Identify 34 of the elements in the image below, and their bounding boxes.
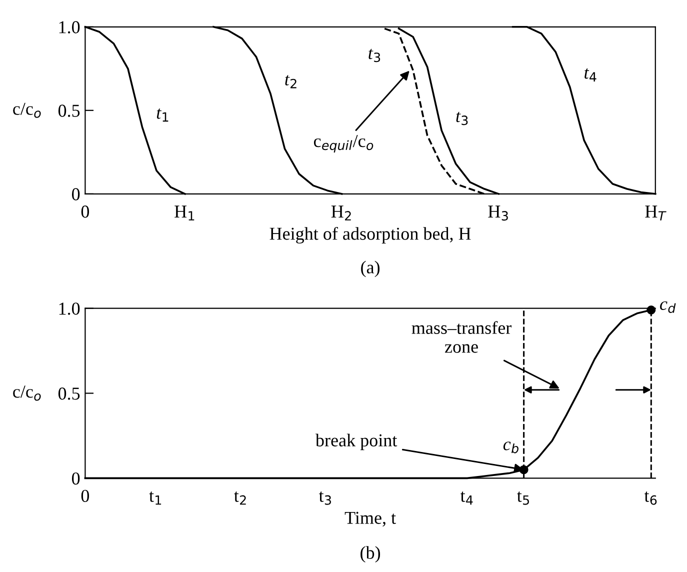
x-axis-title: Height of adsorption bed, H bbox=[270, 226, 471, 244]
series-label: t$_{3}$ bbox=[368, 48, 380, 62]
x-tick-label: t$_{2}$ bbox=[234, 492, 246, 505]
x-tick-label: H$_{2}$ bbox=[331, 206, 351, 220]
annotation: mass–transfer zone bbox=[412, 321, 512, 353]
y-tick-label: 0 bbox=[72, 188, 80, 200]
text: (b) bbox=[360, 546, 380, 563]
y-axis-title: c/c$_{o}$ bbox=[13, 386, 41, 401]
x-tick-label: t$_{1}$ bbox=[149, 492, 162, 505]
x-tick-label: H$_{T}$ bbox=[645, 206, 666, 220]
x-tick-label: t$_{5}$ bbox=[517, 492, 529, 505]
series-label: c$_{d}$ bbox=[660, 301, 676, 313]
y-tick-label: 0.5 bbox=[58, 388, 80, 400]
x-tick-label: H$_{3}$ bbox=[488, 206, 508, 221]
series-label: t$_{4}$ bbox=[584, 68, 596, 82]
y-axis-title: c/c$_{o}$ bbox=[13, 102, 41, 118]
text: (a) bbox=[361, 260, 380, 278]
annotation: break point bbox=[315, 434, 398, 450]
x-tick-label: H$_{1}$ bbox=[174, 206, 194, 220]
series-label: c$_{b}$ bbox=[503, 442, 518, 454]
x-tick-label: t$_{3}$ bbox=[318, 492, 331, 505]
series-label: t$_{1}$ bbox=[156, 108, 168, 122]
y-tick-label: 0 bbox=[72, 472, 80, 485]
x-tick-label: 0 bbox=[81, 206, 90, 218]
x-tick-label: t$_{6}$ bbox=[644, 492, 657, 505]
x-axis-title: Time, t bbox=[344, 512, 396, 527]
x-tick-label: 0 bbox=[81, 490, 90, 502]
series-label: t$_{3}$ bbox=[456, 112, 468, 126]
y-tick-label: 1.0 bbox=[59, 302, 80, 315]
y-tick-label: 1.0 bbox=[59, 21, 80, 34]
series-label: t$_{2}$ bbox=[285, 75, 296, 88]
x-tick-label: t$_{4}$ bbox=[460, 492, 473, 505]
y-tick-label: 0.5 bbox=[58, 104, 80, 117]
annotation: c$_{equil}$/c$_{o}$ bbox=[314, 135, 374, 153]
